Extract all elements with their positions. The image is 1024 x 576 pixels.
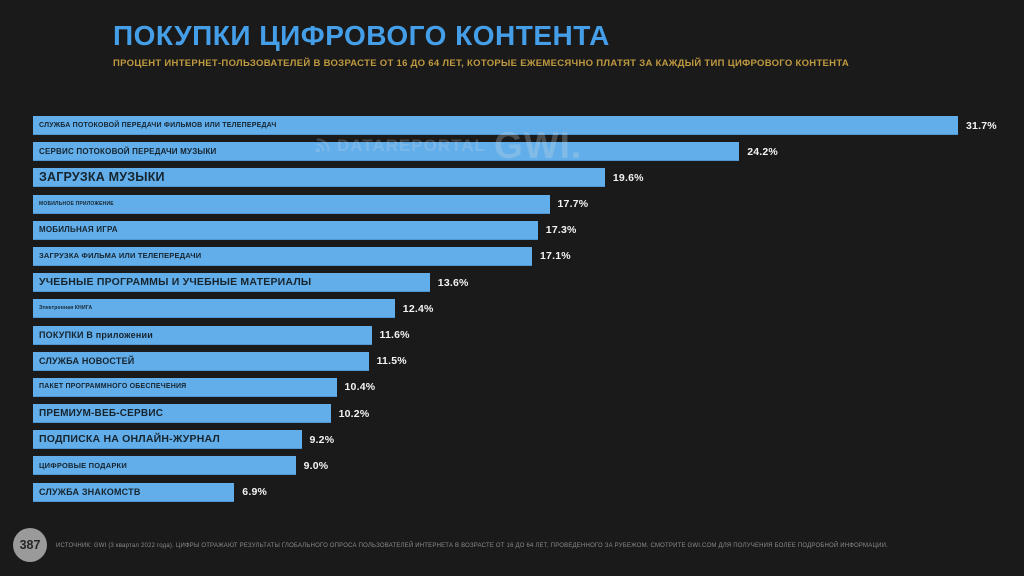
bar: ПРЕМИУМ-ВЕБ-СЕРВИС xyxy=(33,404,331,424)
bar-chart: СЛУЖБА ПОТОКОВОЙ ПЕРЕДАЧИ ФИЛЬМОВ ИЛИ ТЕ… xyxy=(33,116,1023,509)
bar-row: СЛУЖБА ЗНАКОМСТВ 6.9% xyxy=(33,482,1023,502)
bar: Электронная КНИГА xyxy=(33,299,395,319)
bar: УЧЕБНЫЕ ПРОГРАММЫ И УЧЕБНЫЕ МАТЕРИАЛЫ xyxy=(33,273,430,293)
bar-value: 12.4% xyxy=(402,302,434,315)
bar-label: ЦИФРОВЫЕ ПОДАРКИ xyxy=(39,460,127,470)
bar-value: 19.6% xyxy=(612,171,644,184)
bar-value: 13.6% xyxy=(437,276,469,289)
bar-value: 6.9% xyxy=(242,486,268,499)
bar-value: 31.7% xyxy=(966,119,997,132)
bar-value: 11.6% xyxy=(379,329,410,341)
bar-label: УЧЕБНЫЕ ПРОГРАММЫ И УЧЕБНЫЕ МАТЕРИАЛЫ xyxy=(39,276,312,289)
bar-row: СЛУЖБА НОВОСТЕЙ 11.5% xyxy=(33,351,1023,371)
bar: ЗАГРУЗКА ФИЛЬМА ИЛИ ТЕЛЕПЕРЕДАЧИ xyxy=(33,246,532,266)
bar-value: 10.2% xyxy=(338,407,370,420)
bar: ПОДПИСКА НА ОНЛАЙН-ЖУРНАЛ xyxy=(33,430,302,450)
bar-value: 11.5% xyxy=(376,355,407,368)
bar-row: СЛУЖБА ПОТОКОВОЙ ПЕРЕДАЧИ ФИЛЬМОВ ИЛИ ТЕ… xyxy=(33,116,1023,135)
bar-row: МОБИЛЬНОЕ ПРИЛОЖЕНИЕ 17.7% xyxy=(33,194,1023,214)
bar-row: СЕРВИС ПОТОКОВОЙ ПЕРЕДАЧИ МУЗЫКИ 24.2% xyxy=(33,142,1023,162)
bar: СЕРВИС ПОТОКОВОЙ ПЕРЕДАЧИ МУЗЫКИ xyxy=(33,142,740,162)
bar: ПОКУПКИ В приложении xyxy=(33,325,372,345)
bar: СЛУЖБА ПОТОКОВОЙ ПЕРЕДАЧИ ФИЛЬМОВ ИЛИ ТЕ… xyxy=(33,116,958,135)
bar-row: ЗАГРУЗКА МУЗЫКИ 19.6% xyxy=(33,168,1023,188)
bar: ЗАГРУЗКА МУЗЫКИ xyxy=(33,168,605,188)
bar-label: ПАКЕТ ПРОГРАММНОГО ОБЕСПЕЧЕНИЯ xyxy=(39,383,187,391)
bar-label: МОБИЛЬНОЕ ПРИЛОЖЕНИЕ xyxy=(39,200,114,207)
bar: ПАКЕТ ПРОГРАММНОГО ОБЕСПЕЧЕНИЯ xyxy=(33,377,337,397)
bar-label: ПРЕМИУМ-ВЕБ-СЕРВИС xyxy=(39,407,164,419)
bar: МОБИЛЬНАЯ ИГРА xyxy=(33,220,538,240)
bar-label: ПОКУПКИ В приложении xyxy=(39,329,153,340)
bar-row: ПАКЕТ ПРОГРАММНОГО ОБЕСПЕЧЕНИЯ 10.4% xyxy=(33,377,1023,397)
bar-row: Электронная КНИГА 12.4% xyxy=(33,299,1023,319)
bar-row: УЧЕБНЫЕ ПРОГРАММЫ И УЧЕБНЫЕ МАТЕРИАЛЫ 13.… xyxy=(33,273,1023,293)
bar-value: 9.0% xyxy=(303,459,329,472)
bar-row: ЗАГРУЗКА ФИЛЬМА ИЛИ ТЕЛЕПЕРЕДАЧИ 17.1% xyxy=(33,246,1023,266)
bar-label: ПОДПИСКА НА ОНЛАЙН-ЖУРНАЛ xyxy=(39,433,220,446)
bar-row: ЦИФРОВЫЕ ПОДАРКИ 9.0% xyxy=(33,456,1023,476)
bar-label: СЛУЖБА НОВОСТЕЙ xyxy=(39,355,135,366)
bar-label: ЗАГРУЗКА ФИЛЬМА ИЛИ ТЕЛЕПЕРЕДАЧИ xyxy=(39,251,202,261)
page-subtitle: ПРОЦЕНТ ИНТЕРНЕТ-ПОЛЬЗОВАТЕЛЕЙ В ВОЗРАСТ… xyxy=(113,58,850,69)
page-number-badge: 387 xyxy=(13,528,47,562)
page-title: ПОКУПКИ ЦИФРОВОГО КОНТЕНТА xyxy=(113,20,610,51)
bar: СЛУЖБА ЗНАКОМСТВ xyxy=(33,482,235,502)
bar-value: 10.4% xyxy=(344,381,376,394)
source-note: ИСТОЧНИК: GWI (3 квартал 2022 года). ЦИФ… xyxy=(56,543,888,549)
bar-value: 17.3% xyxy=(545,224,577,237)
bar: МОБИЛЬНОЕ ПРИЛОЖЕНИЕ xyxy=(33,194,550,214)
bar-label: СЛУЖБА ЗНАКОМСТВ xyxy=(39,486,141,497)
bar-label: ЗАГРУЗКА МУЗЫКИ xyxy=(39,170,165,185)
bar-value: 9.2% xyxy=(309,433,335,446)
bar: СЛУЖБА НОВОСТЕЙ xyxy=(33,351,369,371)
bar-row: ПОДПИСКА НА ОНЛАЙН-ЖУРНАЛ 9.2% xyxy=(33,430,1023,450)
bar-label: МОБИЛЬНАЯ ИГРА xyxy=(39,225,118,235)
bar-value: 24.2% xyxy=(747,145,778,158)
bar-value: 17.7% xyxy=(557,198,589,211)
bar-row: МОБИЛЬНАЯ ИГРА 17.3% xyxy=(33,220,1023,240)
bar-row: ПОКУПКИ В приложении 11.6% xyxy=(33,325,1023,345)
bar-label: Электронная КНИГА xyxy=(39,305,93,312)
bar-label: СЕРВИС ПОТОКОВОЙ ПЕРЕДАЧИ МУЗЫКИ xyxy=(39,146,217,156)
bar-value: 17.1% xyxy=(540,250,571,263)
bar-row: ПРЕМИУМ-ВЕБ-СЕРВИС 10.2% xyxy=(33,404,1023,424)
bar: ЦИФРОВЫЕ ПОДАРКИ xyxy=(33,456,296,476)
bar-label: СЛУЖБА ПОТОКОВОЙ ПЕРЕДАЧИ ФИЛЬМОВ ИЛИ ТЕ… xyxy=(39,121,277,129)
